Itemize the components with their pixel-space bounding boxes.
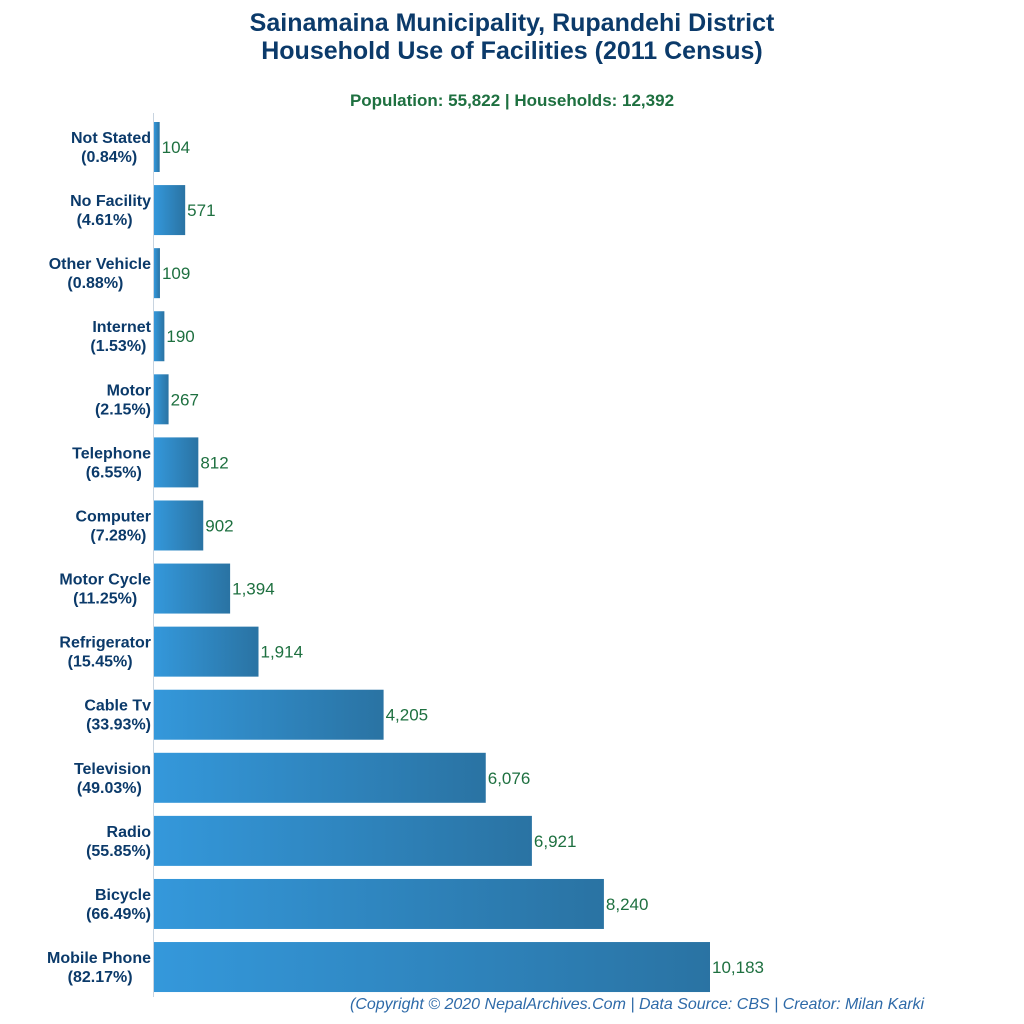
value-label: 10,183: [712, 958, 764, 977]
bar-bicycle: [154, 878, 604, 929]
percent-label: (0.84%): [81, 149, 137, 166]
value-label: 8,240: [606, 895, 649, 914]
value-label: 6,921: [534, 832, 577, 851]
value-label: 571: [187, 201, 215, 220]
bar-motor-cycle: [154, 563, 231, 614]
value-label: 190: [166, 327, 194, 346]
category-label: Internet: [92, 319, 151, 336]
percent-label: (11.25%): [73, 591, 137, 608]
percent-label: (49.03%): [77, 780, 142, 797]
bar-television: [154, 752, 486, 803]
bar-not-stated: [154, 122, 160, 172]
value-label: 6,076: [488, 769, 531, 788]
percent-label: (66.49%): [86, 906, 151, 923]
category-label: No Facility: [70, 193, 151, 210]
percent-label: (1.53%): [90, 338, 146, 355]
percent-label: (4.61%): [77, 212, 133, 229]
value-label: 1,914: [261, 643, 304, 662]
category-label: Computer: [75, 508, 151, 525]
value-label: 812: [200, 453, 228, 472]
category-label: Television: [74, 761, 151, 778]
category-label: Motor Cycle: [59, 572, 151, 589]
value-label: 109: [162, 264, 190, 283]
category-label: Radio: [107, 824, 152, 841]
value-label: 104: [162, 138, 190, 157]
chart-title: Sainamaina Municipality, Rupandehi Distr…: [249, 9, 775, 37]
value-label: 267: [171, 390, 199, 409]
category-label: Not Stated: [71, 130, 151, 147]
percent-label: (2.15%): [95, 401, 151, 418]
percent-label: (6.55%): [86, 464, 142, 481]
bar-motor: [154, 374, 169, 425]
bar-internet: [154, 311, 165, 362]
copyright-footer: (Copyright © 2020 NepalArchives.Com | Da…: [350, 996, 925, 1013]
category-label: Bicycle: [95, 887, 151, 904]
percent-label: (33.93%): [86, 717, 151, 734]
percent-label: (15.45%): [68, 654, 133, 671]
category-label: Telephone: [72, 445, 151, 462]
bar-cable-tv: [154, 689, 384, 740]
value-label: 4,205: [386, 706, 429, 725]
value-label: 1,394: [232, 580, 275, 599]
bar-other-vehicle: [154, 248, 160, 299]
category-label: Cable Tv: [84, 698, 151, 715]
chart-title-line2: Household Use of Facilities (2011 Census…: [261, 37, 763, 65]
percent-label: (82.17%): [68, 969, 133, 986]
bar-computer: [154, 500, 204, 551]
category-label: Other Vehicle: [49, 256, 151, 273]
bar-telephone: [154, 437, 199, 488]
percent-label: (0.88%): [67, 275, 123, 292]
category-label: Motor: [107, 382, 151, 399]
bar-no-facility: [154, 185, 186, 236]
percent-label: (55.85%): [86, 843, 151, 860]
bar-mobile-phone: [154, 942, 710, 993]
bar-refrigerator: [154, 626, 259, 677]
value-label: 902: [205, 516, 233, 535]
chart-subtitle: Population: 55,822 | Households: 12,392: [349, 91, 675, 110]
category-label: Mobile Phone: [47, 950, 151, 967]
percent-label: (7.28%): [90, 527, 146, 544]
category-label: Refrigerator: [59, 635, 151, 652]
bar-radio: [154, 815, 532, 866]
